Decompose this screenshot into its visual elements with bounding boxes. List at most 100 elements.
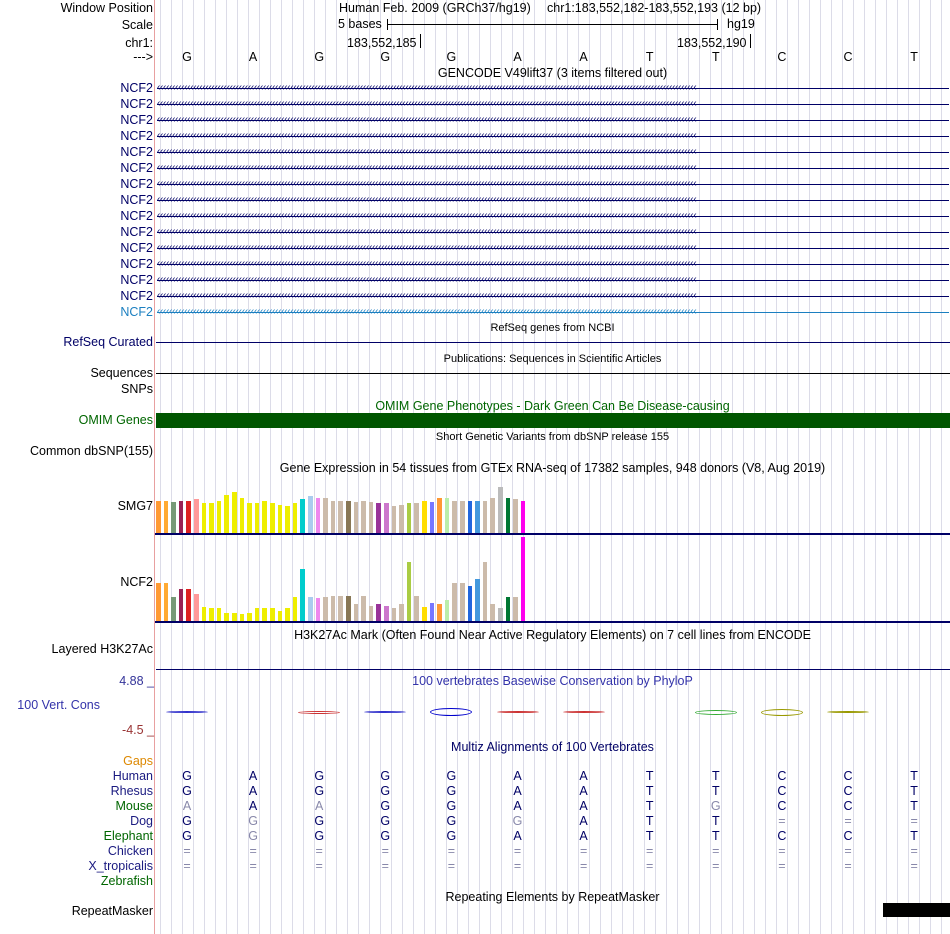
- gtex-smg7-bar[interactable]: [399, 505, 404, 533]
- phylop-mark[interactable]: [760, 708, 803, 716]
- gencode-gene-line[interactable]: [157, 280, 949, 281]
- gencode-gene-label[interactable]: NCF2: [120, 81, 153, 95]
- gtex-ncf2-bar[interactable]: [475, 579, 480, 621]
- gtex-ncf2-bar[interactable]: [285, 608, 290, 621]
- gencode-gene-label[interactable]: NCF2: [120, 257, 153, 271]
- gtex-ncf2-bar[interactable]: [171, 597, 176, 621]
- gtex-ncf2-bar[interactable]: [406, 562, 412, 621]
- gtex-ncf2-bar[interactable]: [505, 597, 511, 621]
- gtex-ncf2-bar[interactable]: [315, 598, 321, 621]
- gtex-ncf2-bar[interactable]: [194, 594, 199, 621]
- gtex-smg7-bar[interactable]: [414, 503, 419, 533]
- gaps-label[interactable]: Gaps: [123, 754, 153, 768]
- gtex-ncf2-bar[interactable]: [292, 597, 298, 621]
- gtex-ncf2-bar[interactable]: [232, 613, 237, 621]
- gtex-smg7-bar[interactable]: [300, 499, 305, 533]
- publications-line[interactable]: [156, 373, 950, 374]
- gtex-smg7-bar[interactable]: [513, 499, 518, 533]
- gtex-smg7-bar[interactable]: [285, 506, 290, 533]
- gtex-ncf2-bar[interactable]: [391, 608, 397, 621]
- gencode-gene-label[interactable]: NCF2: [120, 161, 153, 175]
- phylop-mark[interactable]: [827, 711, 869, 713]
- gtex-smg7-bar[interactable]: [186, 501, 191, 533]
- gtex-ncf2-bar[interactable]: [384, 606, 389, 621]
- gtex-smg7-bar[interactable]: [216, 501, 222, 533]
- gtex-smg7-bar[interactable]: [262, 501, 267, 533]
- gtex-smg7-bar[interactable]: [498, 487, 503, 533]
- multiz-species-label[interactable]: Dog: [130, 814, 153, 828]
- gtex-ncf2-bar[interactable]: [308, 597, 313, 621]
- gtex-smg7-bar[interactable]: [346, 501, 351, 533]
- gtex-ncf2-bar[interactable]: [323, 597, 328, 621]
- multiz-species-label[interactable]: X_tropicalis: [88, 859, 153, 873]
- gtex-smg7-bar[interactable]: [156, 501, 161, 533]
- gencode-gene-line[interactable]: [157, 264, 949, 265]
- gtex-ncf2-bar[interactable]: [300, 569, 305, 621]
- gtex-smg7-bar[interactable]: [232, 492, 237, 533]
- gtex-ncf2-bar[interactable]: [247, 613, 252, 621]
- gencode-gene-label[interactable]: NCF2: [120, 209, 153, 223]
- phylop-mark[interactable]: [694, 709, 737, 715]
- gtex-smg7-bar[interactable]: [254, 503, 260, 533]
- gencode-gene-line[interactable]: [157, 248, 949, 249]
- gtex-smg7-bar[interactable]: [460, 501, 465, 533]
- gtex-ncf2-bar[interactable]: [444, 600, 450, 621]
- gtex-smg7-bar[interactable]: [391, 506, 397, 533]
- gtex-ncf2-bar[interactable]: [216, 608, 222, 621]
- gtex-ncf2-bar[interactable]: [482, 562, 488, 621]
- gencode-title[interactable]: GENCODE V49lift37 (3 items filtered out): [437, 66, 668, 80]
- gencode-gene-line[interactable]: [157, 312, 949, 313]
- gencode-gene-label[interactable]: NCF2: [120, 273, 153, 287]
- multiz-species-label[interactable]: Zebrafish: [100, 874, 153, 888]
- phylop-mark[interactable]: [364, 711, 407, 713]
- repeatmasker-label[interactable]: RepeatMasker: [71, 904, 153, 918]
- gencode-gene-line[interactable]: [157, 152, 949, 153]
- gtex-ncf2-bar[interactable]: [368, 606, 374, 621]
- gencode-gene-line[interactable]: [157, 296, 949, 297]
- gtex-smg7-bar[interactable]: [247, 503, 252, 533]
- gtex-smg7-bar[interactable]: [482, 501, 488, 533]
- snps-label[interactable]: SNPs: [121, 382, 153, 396]
- gtex-smg7-bar[interactable]: [239, 498, 245, 533]
- gencode-gene-line[interactable]: [157, 120, 949, 121]
- gencode-gene-line[interactable]: [157, 88, 949, 89]
- gtex-smg7-bar[interactable]: [201, 503, 207, 533]
- gtex-smg7-bar[interactable]: [178, 501, 184, 533]
- gtex-smg7-bar[interactable]: [171, 502, 176, 533]
- gtex-smg7-bar[interactable]: [444, 498, 450, 533]
- phylop-mark[interactable]: [430, 708, 473, 716]
- gtex-smg7-bar[interactable]: [429, 502, 435, 533]
- gencode-gene-label[interactable]: NCF2: [120, 305, 153, 319]
- gtex-ncf2-bar[interactable]: [156, 583, 161, 621]
- gtex-smg7-bar[interactable]: [277, 505, 283, 533]
- gtex-ncf2-bar[interactable]: [429, 603, 435, 621]
- gtex-smg7-bar[interactable]: [323, 498, 328, 533]
- gtex-smg7-bar[interactable]: [520, 501, 526, 533]
- gencode-gene-label[interactable]: NCF2: [120, 289, 153, 303]
- omim-label[interactable]: OMIM Genes: [78, 413, 153, 427]
- phylop-mark[interactable]: [562, 711, 605, 713]
- gtex-ncf2-bar[interactable]: [467, 586, 473, 621]
- gencode-gene-label[interactable]: NCF2: [120, 241, 153, 255]
- dbsnp-title[interactable]: Short Genetic Variants from dbSNP releas…: [435, 431, 670, 443]
- refseq-title[interactable]: RefSeq genes from NCBI: [490, 322, 615, 334]
- gtex-ncf2-bar[interactable]: [490, 604, 495, 621]
- gtex-smg7-bar[interactable]: [368, 502, 374, 533]
- gtex-smg7-bar[interactable]: [270, 503, 275, 533]
- gtex-ncf2-bar[interactable]: [163, 583, 169, 621]
- gencode-gene-label[interactable]: NCF2: [120, 97, 153, 111]
- gtex-gene-smg7[interactable]: SMG7: [117, 499, 153, 513]
- gtex-smg7-bar[interactable]: [338, 501, 343, 533]
- phylop-mark[interactable]: [496, 711, 539, 713]
- gtex-ncf2-bar[interactable]: [422, 607, 427, 621]
- phylop-title[interactable]: 100 vertebrates Basewise Conservation by…: [412, 674, 693, 688]
- gtex-smg7-bar[interactable]: [384, 503, 389, 533]
- omim-feature-bar[interactable]: [156, 413, 950, 428]
- gencode-gene-label[interactable]: NCF2: [120, 225, 153, 239]
- gencode-gene-label[interactable]: NCF2: [120, 145, 153, 159]
- gtex-smg7-bar[interactable]: [452, 501, 457, 533]
- publications-label[interactable]: Sequences: [90, 366, 153, 380]
- h3k27ac-label[interactable]: Layered H3K27Ac: [51, 642, 153, 656]
- gencode-gene-line[interactable]: [157, 200, 949, 201]
- dbsnp-label[interactable]: Common dbSNP(155): [30, 444, 153, 458]
